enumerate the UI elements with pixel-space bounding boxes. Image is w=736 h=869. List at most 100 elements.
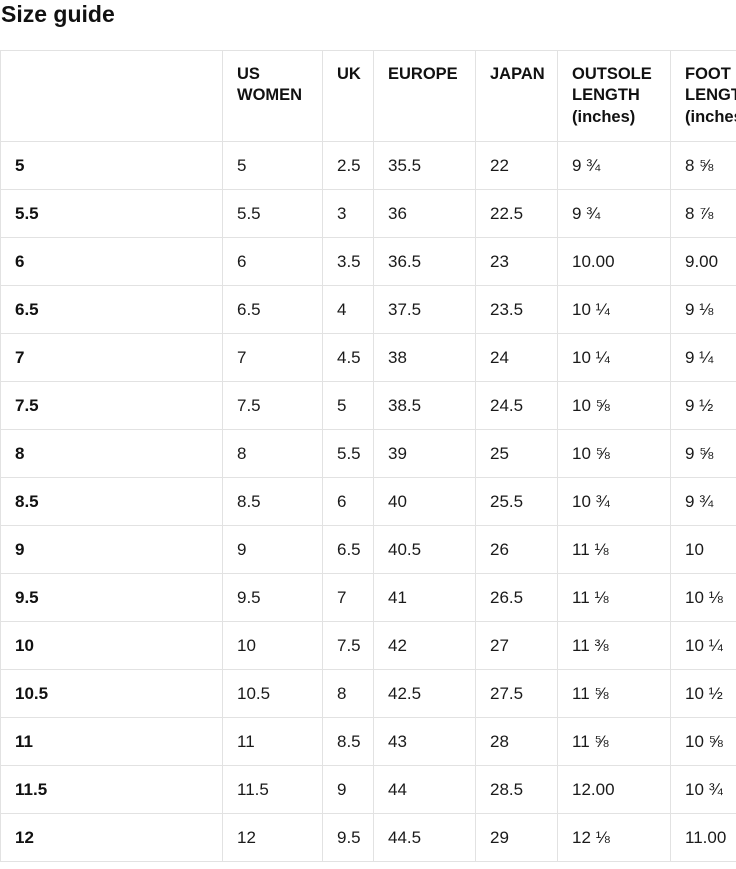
cell-foot-length: 10 ¾: [671, 766, 736, 814]
table-row: 5 5 2.5 35.5 22 9 ¾ 8 ⅝: [1, 142, 736, 190]
cell-us-women: 6.5: [223, 286, 323, 334]
cell-foot-length: 10 ⅝: [671, 718, 736, 766]
cell-uk: 3: [323, 190, 374, 238]
header-us-women: US WOMEN: [223, 51, 323, 142]
cell-uk: 9.5: [323, 814, 374, 862]
size-guide-table: US WOMEN UK EUROPE JAPAN OUTSOLE LENGTH …: [0, 50, 736, 862]
cell-japan: 27: [476, 622, 558, 670]
cell-us-women: 6: [223, 238, 323, 286]
cell-foot-length: 9 ¼: [671, 334, 736, 382]
row-size-label: 6.5: [1, 286, 223, 334]
table-row: 7.5 7.5 5 38.5 24.5 10 ⅝ 9 ½: [1, 382, 736, 430]
table-row: 10 10 7.5 42 27 11 ⅜ 10 ¼: [1, 622, 736, 670]
cell-outsole-length: 10 ¾: [558, 478, 671, 526]
cell-europe: 38: [374, 334, 476, 382]
header-japan: JAPAN: [476, 51, 558, 142]
cell-uk: 5.5: [323, 430, 374, 478]
cell-us-women: 10.5: [223, 670, 323, 718]
row-size-label: 10: [1, 622, 223, 670]
row-size-label: 9.5: [1, 574, 223, 622]
cell-foot-length: 9.00: [671, 238, 736, 286]
cell-foot-length: 10: [671, 526, 736, 574]
cell-outsole-length: 10 ⅝: [558, 430, 671, 478]
table-row: 11.5 11.5 9 44 28.5 12.00 10 ¾: [1, 766, 736, 814]
cell-uk: 6: [323, 478, 374, 526]
table-row: 12 12 9.5 44.5 29 12 ⅛ 11.00: [1, 814, 736, 862]
cell-foot-length: 10 ¼: [671, 622, 736, 670]
cell-japan: 23: [476, 238, 558, 286]
cell-us-women: 11: [223, 718, 323, 766]
cell-foot-length: 10 ⅛: [671, 574, 736, 622]
header-outsole-length: OUTSOLE LENGTH (inches): [558, 51, 671, 142]
row-size-label: 11: [1, 718, 223, 766]
cell-japan: 27.5: [476, 670, 558, 718]
cell-uk: 2.5: [323, 142, 374, 190]
cell-us-women: 7.5: [223, 382, 323, 430]
cell-europe: 36.5: [374, 238, 476, 286]
cell-europe: 44: [374, 766, 476, 814]
cell-outsole-length: 12.00: [558, 766, 671, 814]
cell-us-women: 11.5: [223, 766, 323, 814]
cell-europe: 35.5: [374, 142, 476, 190]
size-guide-table-container: US WOMEN UK EUROPE JAPAN OUTSOLE LENGTH …: [0, 50, 736, 862]
cell-us-women: 12: [223, 814, 323, 862]
size-table-body: 5 5 2.5 35.5 22 9 ¾ 8 ⅝ 5.5 5.5 3 36 22.…: [1, 142, 736, 862]
header-uk: UK: [323, 51, 374, 142]
cell-outsole-length: 10 ¼: [558, 334, 671, 382]
row-size-label: 5.5: [1, 190, 223, 238]
row-size-label: 12: [1, 814, 223, 862]
cell-uk: 3.5: [323, 238, 374, 286]
cell-foot-length: 10 ½: [671, 670, 736, 718]
cell-outsole-length: 11 ⅝: [558, 670, 671, 718]
cell-europe: 38.5: [374, 382, 476, 430]
cell-europe: 39: [374, 430, 476, 478]
header-europe: EUROPE: [374, 51, 476, 142]
cell-japan: 28.5: [476, 766, 558, 814]
cell-europe: 41: [374, 574, 476, 622]
cell-japan: 25.5: [476, 478, 558, 526]
cell-outsole-length: 10 ¼: [558, 286, 671, 334]
row-size-label: 7: [1, 334, 223, 382]
table-row: 8 8 5.5 39 25 10 ⅝ 9 ⅝: [1, 430, 736, 478]
cell-japan: 24.5: [476, 382, 558, 430]
cell-japan: 29: [476, 814, 558, 862]
header-size-blank: [1, 51, 223, 142]
cell-japan: 26: [476, 526, 558, 574]
cell-europe: 42: [374, 622, 476, 670]
cell-us-women: 8: [223, 430, 323, 478]
cell-japan: 23.5: [476, 286, 558, 334]
cell-japan: 28: [476, 718, 558, 766]
cell-foot-length: 9 ½: [671, 382, 736, 430]
row-size-label: 10.5: [1, 670, 223, 718]
row-size-label: 11.5: [1, 766, 223, 814]
table-row: 6 6 3.5 36.5 23 10.00 9.00: [1, 238, 736, 286]
cell-us-women: 10: [223, 622, 323, 670]
cell-europe: 40: [374, 478, 476, 526]
cell-uk: 6.5: [323, 526, 374, 574]
row-size-label: 7.5: [1, 382, 223, 430]
cell-europe: 42.5: [374, 670, 476, 718]
cell-europe: 44.5: [374, 814, 476, 862]
cell-europe: 40.5: [374, 526, 476, 574]
cell-uk: 7: [323, 574, 374, 622]
cell-europe: 37.5: [374, 286, 476, 334]
cell-foot-length: 9 ¾: [671, 478, 736, 526]
cell-foot-length: 9 ⅝: [671, 430, 736, 478]
cell-japan: 24: [476, 334, 558, 382]
cell-outsole-length: 11 ⅝: [558, 718, 671, 766]
cell-us-women: 5: [223, 142, 323, 190]
cell-foot-length: 9 ⅛: [671, 286, 736, 334]
page-title: Size guide: [1, 2, 736, 27]
cell-outsole-length: 12 ⅛: [558, 814, 671, 862]
cell-uk: 8.5: [323, 718, 374, 766]
cell-outsole-length: 10 ⅝: [558, 382, 671, 430]
cell-outsole-length: 11 ⅛: [558, 574, 671, 622]
row-size-label: 6: [1, 238, 223, 286]
row-size-label: 9: [1, 526, 223, 574]
cell-us-women: 7: [223, 334, 323, 382]
table-row: 9.5 9.5 7 41 26.5 11 ⅛ 10 ⅛: [1, 574, 736, 622]
cell-us-women: 9.5: [223, 574, 323, 622]
cell-outsole-length: 11 ⅜: [558, 622, 671, 670]
table-row: 5.5 5.5 3 36 22.5 9 ¾ 8 ⅞: [1, 190, 736, 238]
header-foot-length: FOOT LENGTH (inches): [671, 51, 736, 142]
